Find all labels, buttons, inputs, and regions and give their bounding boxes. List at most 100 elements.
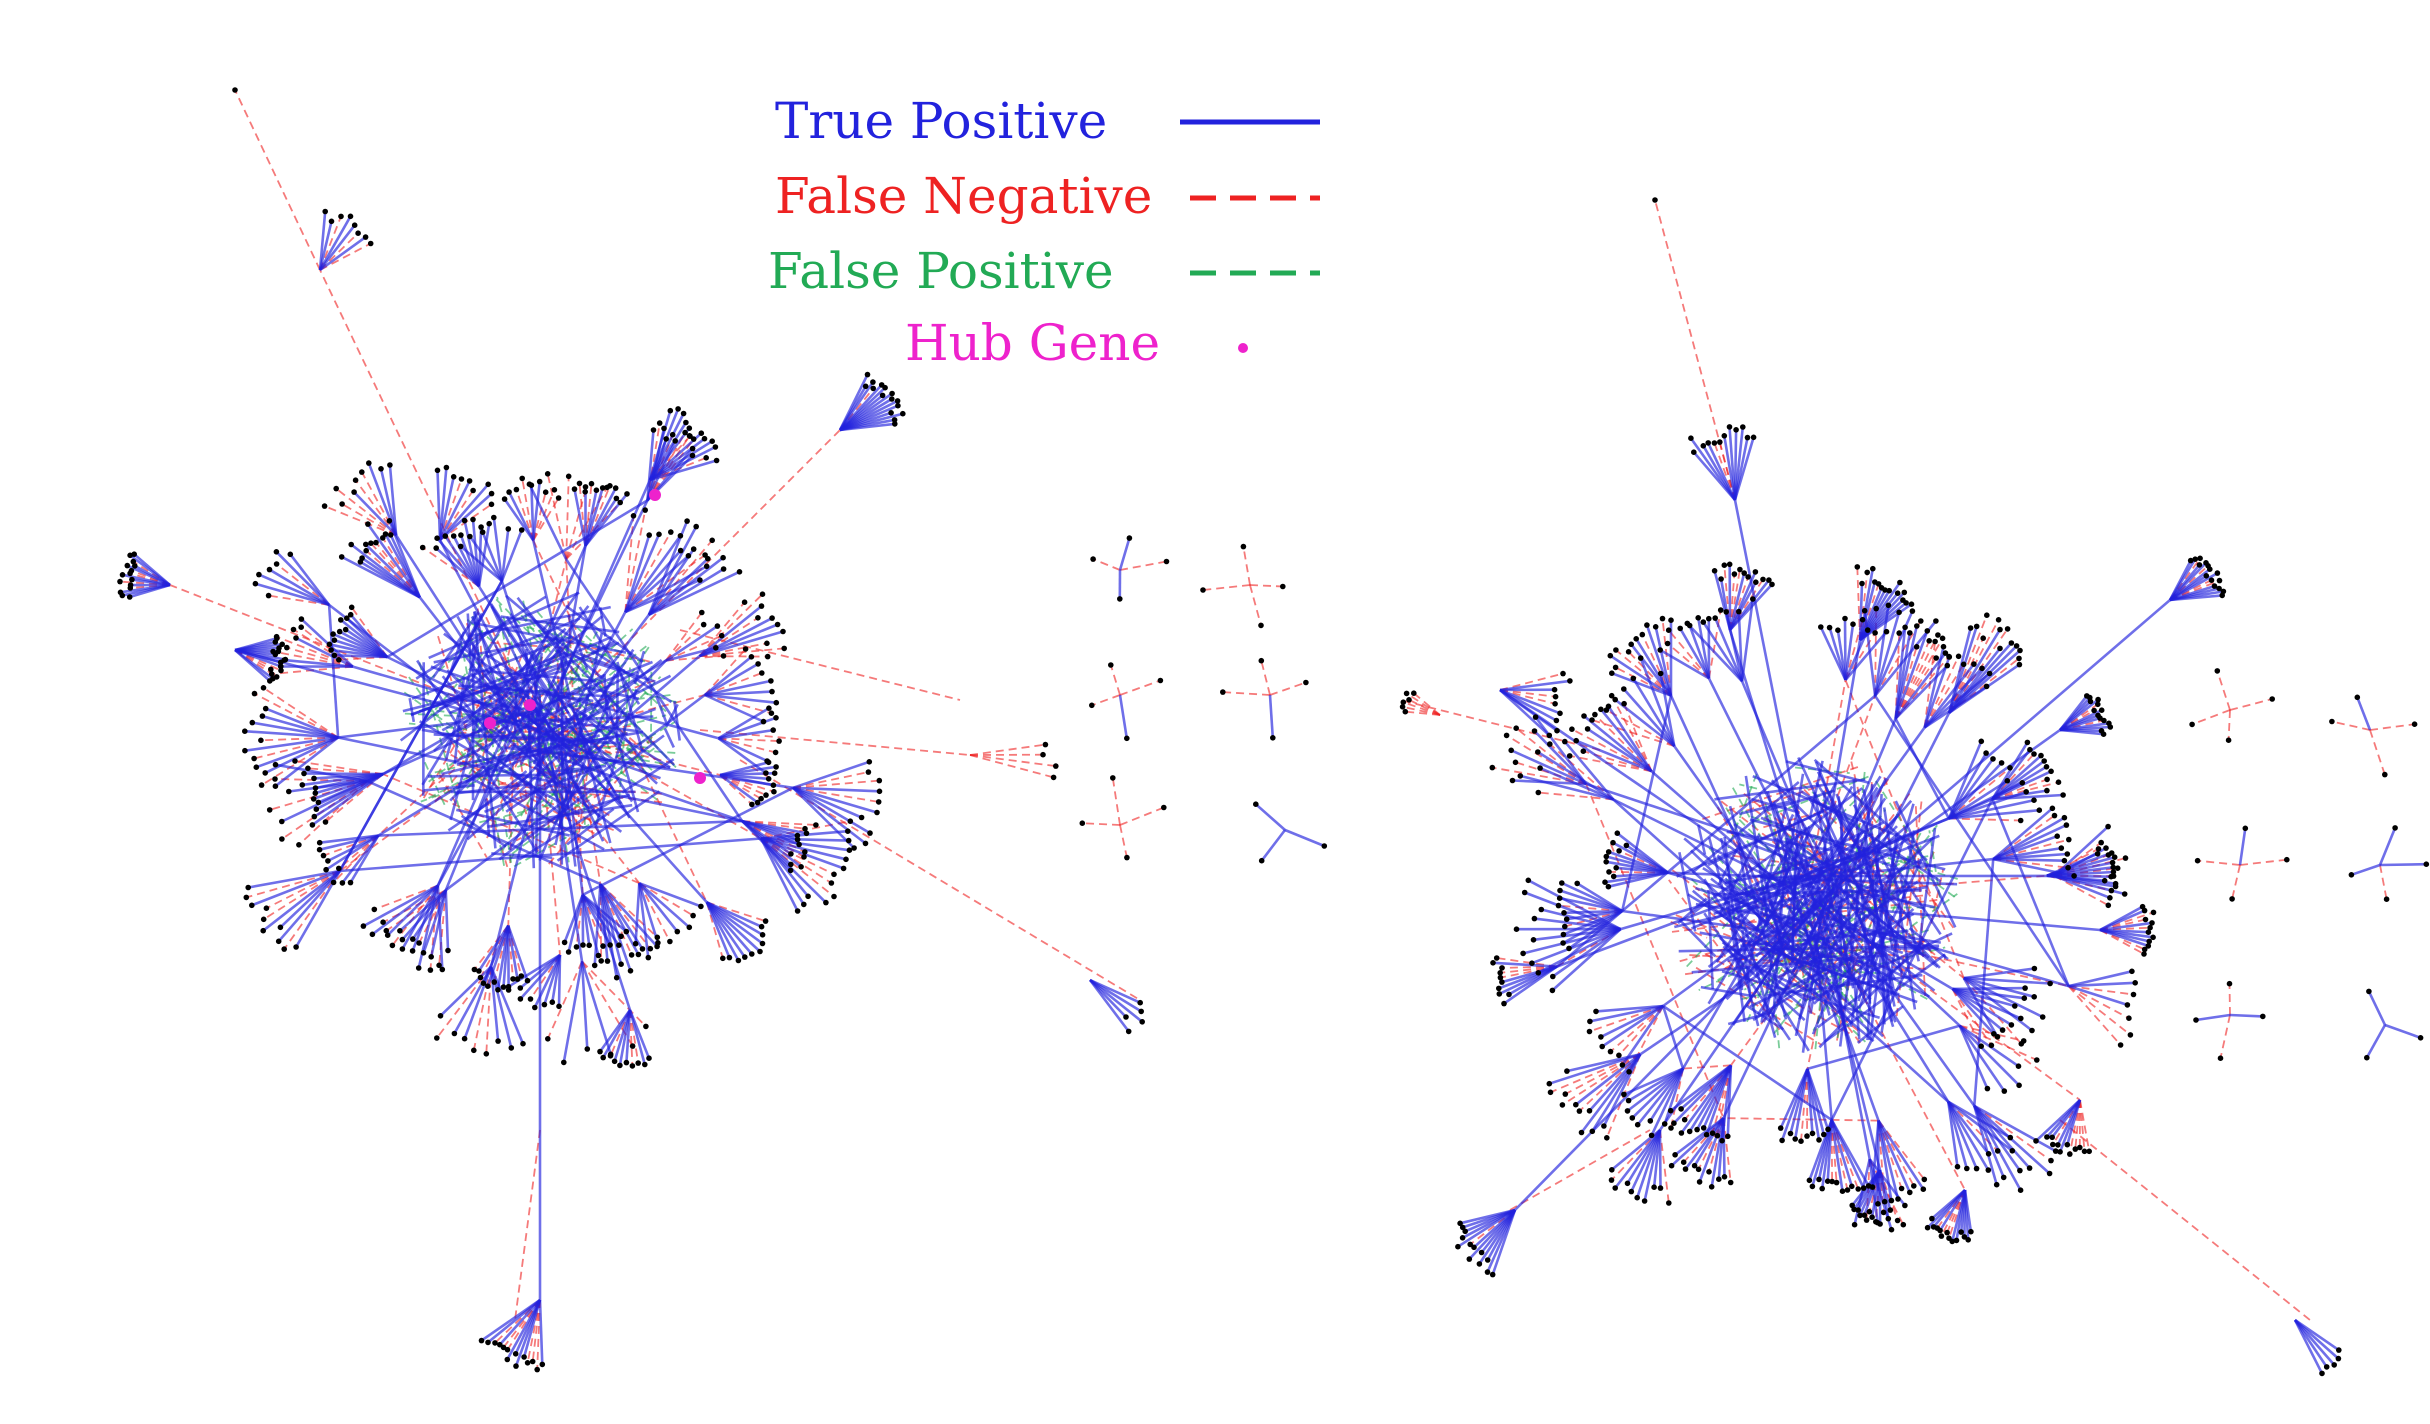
false-negative-edge (1894, 637, 1944, 720)
false-negative-edge (1615, 666, 1672, 697)
false-negative-edge (1723, 1117, 1879, 1122)
true-positive-edge (1562, 909, 1623, 936)
true-positive-edge (1788, 858, 1922, 930)
true-positive-edge (1659, 648, 1710, 680)
legend-label-hub-gene: Hub Gene (905, 314, 1160, 372)
gene-node (513, 486, 520, 493)
true-positive-edge (1843, 618, 1847, 681)
gene-node (315, 799, 322, 806)
gene-node (1806, 1177, 1813, 1184)
false-negative-edge (1722, 1117, 1732, 1183)
false-negative-edge (375, 542, 421, 598)
gene-node (1700, 1125, 1707, 1131)
gene-node (127, 582, 134, 588)
true-positive-edge (251, 869, 341, 907)
true-positive-edge (234, 648, 282, 668)
true-positive-edge (2379, 862, 2427, 867)
gene-node (1993, 1181, 2000, 1188)
true-positive-edge (318, 211, 327, 271)
gene-node (1647, 1118, 1654, 1124)
gene-node (1863, 1217, 1870, 1223)
gene-node (1985, 1151, 1992, 1157)
true-positive-edge (1963, 977, 2033, 1032)
gene-node (1484, 1257, 1491, 1263)
false-negative-edge (969, 754, 1056, 767)
gene-node (1552, 693, 1559, 700)
true-positive-edge (1958, 1024, 2006, 1092)
true-positive-edge (574, 611, 627, 708)
false-negative-edge (1609, 1005, 1664, 1053)
gene-node (1870, 565, 1876, 572)
gene-node (286, 788, 292, 795)
false-negative-edge (1499, 672, 1564, 691)
gene-node (1711, 440, 1718, 446)
gene-node (2071, 873, 2077, 879)
gene-node (2187, 557, 2194, 564)
true-positive-edge (2053, 874, 2111, 900)
gene-node (1652, 197, 1658, 203)
gene-node (2214, 570, 2221, 576)
gene-node (1721, 562, 1728, 568)
gene-node (485, 983, 491, 989)
gene-node (251, 690, 258, 697)
false-negative-edge (1683, 1117, 1725, 1163)
gene-node (656, 531, 662, 538)
false-negative-edge (2067, 985, 2122, 1046)
true-positive-edge (760, 837, 810, 898)
gene-node (618, 961, 624, 967)
gene-node (1535, 749, 1541, 755)
gene-node (2044, 787, 2050, 794)
gene-node (1849, 1183, 1855, 1190)
true-positive-edge (1992, 793, 2064, 801)
gene-node (2064, 851, 2071, 857)
true-positive-edge (2229, 1013, 2263, 1018)
false-negative-edge (546, 473, 568, 560)
true-positive-edge (648, 570, 741, 616)
true-positive-edge (638, 881, 702, 908)
gene-node (2150, 934, 2156, 941)
gene-node (2013, 643, 2020, 649)
true-positive-edge (581, 894, 600, 956)
true-positive-edge (386, 499, 649, 659)
true-positive-edge (507, 925, 529, 982)
gene-node (1984, 612, 1990, 618)
true-positive-edge (377, 659, 667, 837)
gene-node (260, 927, 267, 934)
gene-node (336, 657, 342, 663)
true-positive-edge (1514, 904, 1816, 1211)
gene-node (363, 541, 369, 548)
gene-node (476, 968, 482, 974)
gene-node (1612, 664, 1619, 671)
true-positive-edge (1951, 987, 2022, 1020)
gene-node (262, 705, 269, 712)
false-negative-edge (507, 925, 523, 977)
gene-node (2211, 583, 2218, 589)
true-positive-edge (2378, 827, 2397, 866)
gene-node (1930, 1224, 1937, 1230)
false-negative-edge (1608, 871, 1669, 874)
gene-node (1725, 1133, 1731, 1140)
gene-node (1842, 615, 1848, 622)
gene-node (1630, 675, 1637, 682)
gene-node (762, 918, 769, 924)
true-positive-edge (530, 485, 535, 541)
gene-node (1719, 1137, 1725, 1144)
gene-node (1496, 985, 1502, 992)
gene-node (492, 1340, 498, 1346)
true-positive-edge (647, 548, 695, 616)
gene-node (2021, 995, 2028, 1001)
gene-node (757, 948, 763, 955)
gene-node (1484, 1269, 1491, 1275)
gene-node (2107, 895, 2113, 901)
gene-node (369, 931, 376, 938)
gene-node (774, 621, 781, 628)
true-positive-edge (2169, 571, 2219, 602)
false-negative-edge (665, 611, 703, 662)
gene-node (600, 1054, 606, 1061)
false-negative-edge (1561, 1053, 1641, 1106)
gene-node (330, 879, 337, 886)
gene-node (742, 646, 749, 652)
true-positive-edge (838, 381, 874, 431)
gene-node (623, 1059, 630, 1066)
true-positive-edge (1877, 1120, 1893, 1201)
